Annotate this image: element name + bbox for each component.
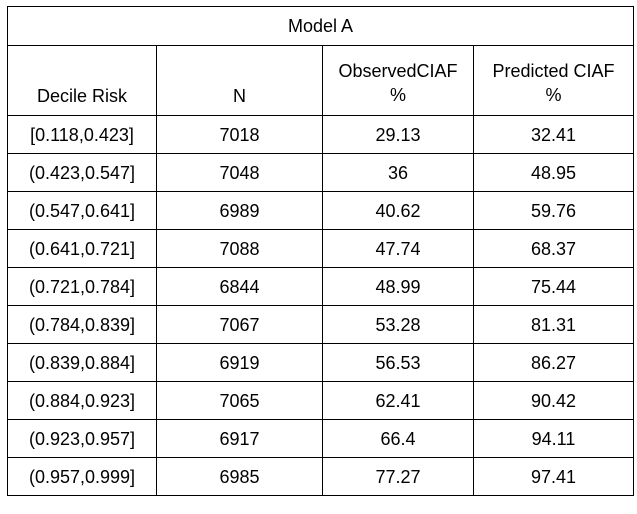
cell-predicted: 86.27 — [472, 343, 635, 382]
cell-decile: (0.923,0.957] — [7, 419, 157, 458]
header-row: Decile Risk N ObservedCIAF % Predicted C… — [7, 45, 635, 116]
cell-observed: 77.27 — [322, 457, 474, 496]
calibration-table: Model A Decile Risk N ObservedCIAF % Pre… — [6, 6, 635, 496]
header-decile-risk: Decile Risk — [7, 45, 157, 116]
cell-predicted: 94.11 — [472, 419, 635, 458]
table-row: (0.721,0.784] 6844 48.99 75.44 — [7, 267, 635, 306]
cell-decile: (0.839,0.884] — [7, 343, 157, 382]
header-predicted-line1: Predicted CIAF — [492, 61, 615, 81]
cell-observed: 40.62 — [322, 191, 474, 230]
cell-predicted: 48.95 — [472, 153, 635, 192]
header-observed-ciaf: ObservedCIAF % — [322, 45, 474, 116]
cell-decile: (0.957,0.999] — [7, 457, 157, 496]
header-observed-line1: ObservedCIAF — [338, 61, 458, 81]
cell-predicted: 32.41 — [472, 115, 635, 154]
cell-predicted: 68.37 — [472, 229, 635, 268]
table-row: (0.923,0.957] 6917 66.4 94.11 — [7, 419, 635, 458]
table-row: (0.784,0.839] 7067 53.28 81.31 — [7, 305, 635, 344]
cell-observed: 36 — [322, 153, 474, 192]
cell-n: 7067 — [156, 305, 323, 344]
cell-observed: 53.28 — [322, 305, 474, 344]
table-row: (0.423,0.547] 7048 36 48.95 — [7, 153, 635, 192]
header-predicted-line2: % — [545, 85, 562, 105]
cell-decile: (0.641,0.721] — [7, 229, 157, 268]
cell-predicted: 75.44 — [472, 267, 635, 306]
cell-n: 6919 — [156, 343, 323, 382]
cell-decile: (0.423,0.547] — [7, 153, 157, 192]
cell-n: 6917 — [156, 419, 323, 458]
cell-observed: 56.53 — [322, 343, 474, 382]
cell-n: 6989 — [156, 191, 323, 230]
table-row: (0.884,0.923] 7065 62.41 90.42 — [7, 381, 635, 420]
cell-decile: [0.118,0.423] — [7, 115, 157, 154]
cell-n: 7018 — [156, 115, 323, 154]
cell-observed: 48.99 — [322, 267, 474, 306]
table-row: (0.547,0.641] 6989 40.62 59.76 — [7, 191, 635, 230]
cell-observed: 47.74 — [322, 229, 474, 268]
table-row: (0.957,0.999] 6985 77.27 97.41 — [7, 457, 635, 496]
table-row: (0.839,0.884] 6919 56.53 86.27 — [7, 343, 635, 382]
cell-n: 6985 — [156, 457, 323, 496]
cell-observed: 62.41 — [322, 381, 474, 420]
cell-predicted: 81.31 — [472, 305, 635, 344]
header-observed-line2: % — [389, 85, 406, 105]
cell-observed: 29.13 — [322, 115, 474, 154]
cell-n: 7065 — [156, 381, 323, 420]
title-row: Model A — [6, 6, 635, 46]
table-title: Model A — [6, 6, 635, 46]
cell-observed: 66.4 — [322, 419, 474, 458]
cell-decile: (0.884,0.923] — [7, 381, 157, 420]
cell-n: 7088 — [156, 229, 323, 268]
cell-n: 7048 — [156, 153, 323, 192]
cell-decile: (0.784,0.839] — [7, 305, 157, 344]
cell-n: 6844 — [156, 267, 323, 306]
table-row: (0.641,0.721] 7088 47.74 68.37 — [7, 229, 635, 268]
cell-predicted: 59.76 — [472, 191, 635, 230]
table-row: [0.118,0.423] 7018 29.13 32.41 — [7, 115, 635, 154]
cell-predicted: 90.42 — [472, 381, 635, 420]
cell-predicted: 97.41 — [472, 457, 635, 496]
cell-decile: (0.721,0.784] — [7, 267, 157, 306]
header-n: N — [156, 45, 323, 116]
header-predicted-ciaf: Predicted CIAF % — [472, 45, 635, 116]
cell-decile: (0.547,0.641] — [7, 191, 157, 230]
